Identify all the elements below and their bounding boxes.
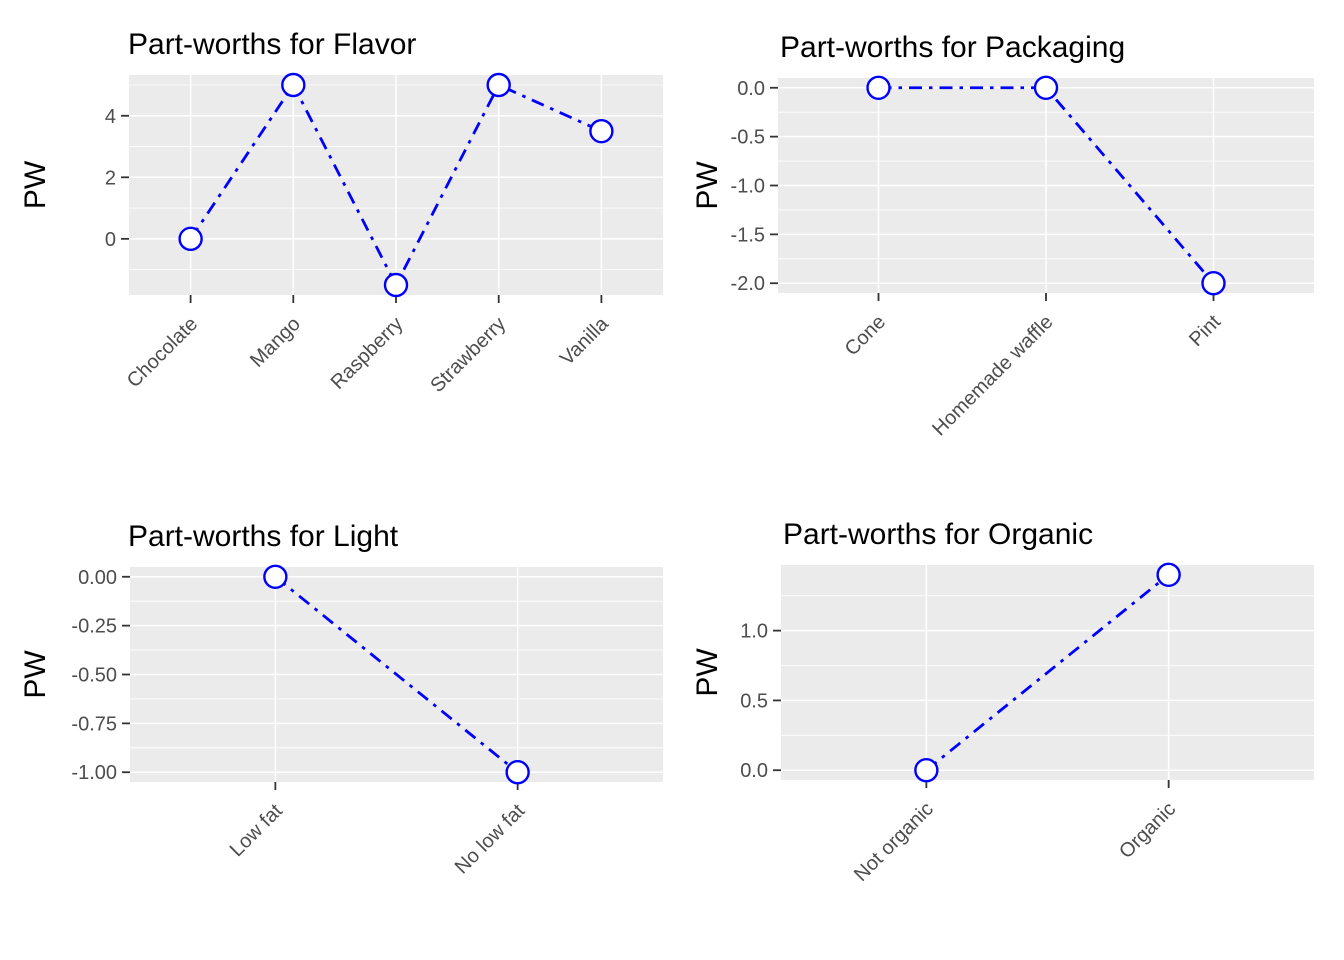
y-tick-label: -2.0 <box>731 273 765 295</box>
chart-packaging: -2.0 -1.5 -1.0 -0.5 0.0 Cone Homemade waffle Pi… <box>691 31 1314 440</box>
y-tick-label: 0.5 <box>740 690 768 712</box>
chart-title: Part-worths for Packaging <box>780 31 1125 64</box>
data-point <box>178 226 203 252</box>
y-tick-label: -0.50 <box>71 665 117 687</box>
data-point <box>1201 271 1226 296</box>
data-point <box>383 272 409 298</box>
data-point <box>589 118 614 144</box>
y-tick-label: -0.5 <box>731 127 765 149</box>
x-tick-label: Raspberry <box>327 313 408 394</box>
y-axis-title: PW <box>19 650 52 699</box>
y-tick-label: 1.0 <box>740 621 768 643</box>
x-tick-label: Not organic <box>850 798 938 886</box>
x-tick-label: Pint <box>1185 311 1225 351</box>
y-axis-title: PW <box>691 161 724 210</box>
data-point <box>281 72 306 98</box>
data-point <box>866 75 891 100</box>
data-point <box>1156 562 1181 587</box>
y-tick-label: 0.0 <box>740 760 768 782</box>
x-tick-label: Homemade waffle <box>928 311 1057 440</box>
chart-light: -1.00 -0.75 -0.50 -0.25 0.00 Low fat No low fa… <box>19 520 663 878</box>
y-axis-title: PW <box>691 648 724 697</box>
x-tick-label: Low fat <box>226 800 287 861</box>
x-tick-label: No low fat <box>451 800 530 879</box>
x-tick-label: Organic <box>1115 798 1180 863</box>
data-point <box>1033 75 1059 100</box>
y-tick-label: -0.75 <box>71 713 117 735</box>
chart-title: Part-worths for Light <box>128 520 399 553</box>
x-tick-label: Strawberry <box>426 313 510 397</box>
x-tick-label: Vanilla <box>556 312 614 370</box>
chart-title: Part-worths for Organic <box>783 518 1093 551</box>
series-line <box>925 573 1170 772</box>
series-line <box>878 86 1215 285</box>
y-axis-title: PW <box>19 160 52 209</box>
y-tick-label: 4 <box>105 106 116 128</box>
data-point <box>486 72 511 98</box>
data-point <box>914 758 939 783</box>
y-tick-label: 0.0 <box>737 78 765 100</box>
y-tick-label: -1.0 <box>731 176 765 198</box>
x-tick-label: Mango <box>246 313 305 372</box>
chart-title: Part-worths for Flavor <box>128 28 416 61</box>
series-line <box>274 575 519 774</box>
data-point <box>263 564 288 589</box>
chart-organic: 0.0 0.5 1.0 Not organic Organic Part-worths f… <box>691 518 1314 886</box>
y-tick-label: 0.00 <box>78 567 117 589</box>
x-tick-label: Chocolate <box>123 313 202 392</box>
chart-flavor: 0 2 4 Chocolate Mango Raspberry Strawberry Vani… <box>19 28 663 397</box>
series-line <box>189 82 602 289</box>
y-tick-label: 0 <box>105 229 116 251</box>
y-tick-label: -0.25 <box>71 616 117 638</box>
x-tick-label: Cone <box>841 311 890 360</box>
data-point <box>505 760 530 785</box>
y-tick-label: -1.00 <box>71 762 117 784</box>
y-tick-label: 2 <box>105 167 116 189</box>
y-tick-label: -1.5 <box>731 224 765 246</box>
